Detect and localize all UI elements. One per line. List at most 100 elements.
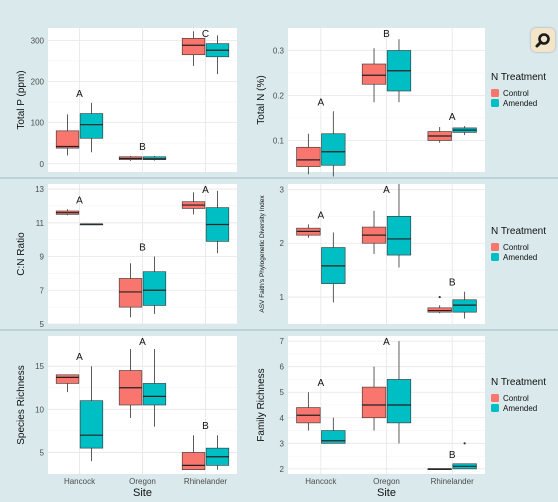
group-letter: C xyxy=(202,29,209,40)
box-amended-rhinelander xyxy=(452,291,477,319)
legend-label-control: Control xyxy=(503,89,529,98)
legend-key-control xyxy=(491,394,499,402)
y-tick-label: 5 xyxy=(280,388,285,397)
legend-title: N Treatment xyxy=(491,377,546,388)
box-amended-oregon xyxy=(386,184,412,268)
y-axis-title: Total P (ppm) xyxy=(16,70,27,129)
box-amended-hancock xyxy=(321,232,346,303)
y-tick-label: 13 xyxy=(35,185,44,194)
legend-key-control xyxy=(491,89,499,97)
iqr-box xyxy=(142,156,167,160)
box-amended-rhinelander xyxy=(205,35,230,75)
iqr-box xyxy=(361,386,387,419)
y-tick-label: 0.3 xyxy=(273,47,285,56)
y-tick-label: 3 xyxy=(280,185,285,194)
group-letter: A xyxy=(383,185,390,196)
box-control-hancock xyxy=(55,114,80,156)
box-control-rhinelander xyxy=(427,295,452,314)
outlier-point xyxy=(438,295,441,299)
y-tick-label: 9 xyxy=(40,253,45,262)
panel-6: 2 3 4 5 6 7 Family Richness A A B Hancock Oregon Rhi… xyxy=(256,336,546,499)
iqr-box xyxy=(118,278,143,308)
y-tick-label: 11 xyxy=(36,219,45,228)
iqr-box xyxy=(321,133,346,166)
x-axis-title: Site xyxy=(133,487,152,499)
iqr-box xyxy=(386,379,412,424)
group-letter: A xyxy=(317,97,324,108)
x-tick-label: Hancock xyxy=(305,477,337,486)
box-amended-oregon xyxy=(142,256,167,314)
legend-label-control: Control xyxy=(503,394,529,403)
y-tick-label: 5 xyxy=(40,448,45,457)
iqr-box xyxy=(79,400,104,449)
panel-5: 5 10 15 Species Richness A A B Hancock Oregon Rhi… xyxy=(16,336,237,499)
panel-4: 1 2 3 ASV Faith's Phylogenetic Diversity In… xyxy=(259,184,546,324)
group-letter: A xyxy=(139,337,146,348)
box-control-rhinelander xyxy=(181,31,206,66)
box-amended-oregon xyxy=(142,348,167,427)
legend-label-control: Control xyxy=(503,243,529,252)
box-amended-hancock xyxy=(321,417,346,444)
legend-label-amended: Amended xyxy=(503,253,537,262)
y-tick-label: 2 xyxy=(280,239,285,248)
y-tick-label: 0.1 xyxy=(273,137,285,146)
x-tick-label: Oregon xyxy=(373,477,400,486)
outlier-point xyxy=(463,442,466,445)
y-tick-label: 10 xyxy=(35,405,44,414)
y-tick-label: 15 xyxy=(35,362,44,371)
x-tick-label: Oregon xyxy=(129,477,156,486)
group-letter: A xyxy=(317,210,324,221)
x-tick-label: Rhinelander xyxy=(431,477,474,486)
legend-label-amended: Amended xyxy=(503,99,537,108)
group-letter: B xyxy=(202,421,209,432)
y-tick-label: 4 xyxy=(280,414,285,423)
group-letter: A xyxy=(76,195,83,206)
iqr-box xyxy=(79,113,104,139)
box-control-hancock xyxy=(296,392,321,431)
iqr-box xyxy=(55,130,80,149)
legend-key-amended xyxy=(491,253,499,261)
y-tick-label: 1 xyxy=(280,293,285,302)
legend-title: N Treatment xyxy=(491,72,546,83)
box-control-hancock xyxy=(55,209,80,216)
box-control-oregon xyxy=(361,48,387,103)
box-control-oregon xyxy=(118,155,143,161)
zoom-lens-icon xyxy=(535,33,550,48)
legend-title: N Treatment xyxy=(491,226,546,237)
iqr-box xyxy=(361,63,387,85)
group-letter: A xyxy=(383,337,390,348)
box-amended-hancock xyxy=(79,223,104,226)
zoom-button[interactable] xyxy=(531,28,555,52)
box-amended-rhinelander xyxy=(205,190,230,254)
y-axis-title: Family Richness xyxy=(256,368,267,441)
box-control-hancock xyxy=(296,224,321,238)
y-tick-label: 6 xyxy=(280,363,285,372)
legend-key-control xyxy=(491,243,499,251)
box-control-oregon xyxy=(361,210,387,254)
box-control-oregon xyxy=(361,366,387,431)
iqr-box xyxy=(55,374,80,384)
iqr-box xyxy=(181,37,206,56)
box-control-oregon xyxy=(118,263,143,318)
y-tick-label: 0 xyxy=(40,160,45,169)
iqr-box xyxy=(142,271,167,306)
box-amended-oregon xyxy=(142,155,167,161)
box-amended-hancock xyxy=(79,366,104,462)
y-tick-label: 200 xyxy=(31,77,45,86)
box-control-rhinelander xyxy=(427,127,452,143)
group-letter: A xyxy=(317,378,324,389)
group-letter: B xyxy=(139,142,146,153)
legend-label-amended: Amended xyxy=(503,404,537,413)
group-letter: B xyxy=(383,29,390,40)
chart-layer: 0 100 200 300 Total P (ppm) A B C 0.1 0.2 0.3 Total… xyxy=(0,28,558,499)
y-axis-title: Total N (%) xyxy=(256,75,267,124)
group-letter: A xyxy=(202,185,209,196)
box-amended-rhinelander xyxy=(452,126,477,136)
y-tick-label: 5 xyxy=(40,320,45,329)
y-tick-label: 7 xyxy=(40,286,45,295)
box-control-rhinelander xyxy=(181,435,206,470)
